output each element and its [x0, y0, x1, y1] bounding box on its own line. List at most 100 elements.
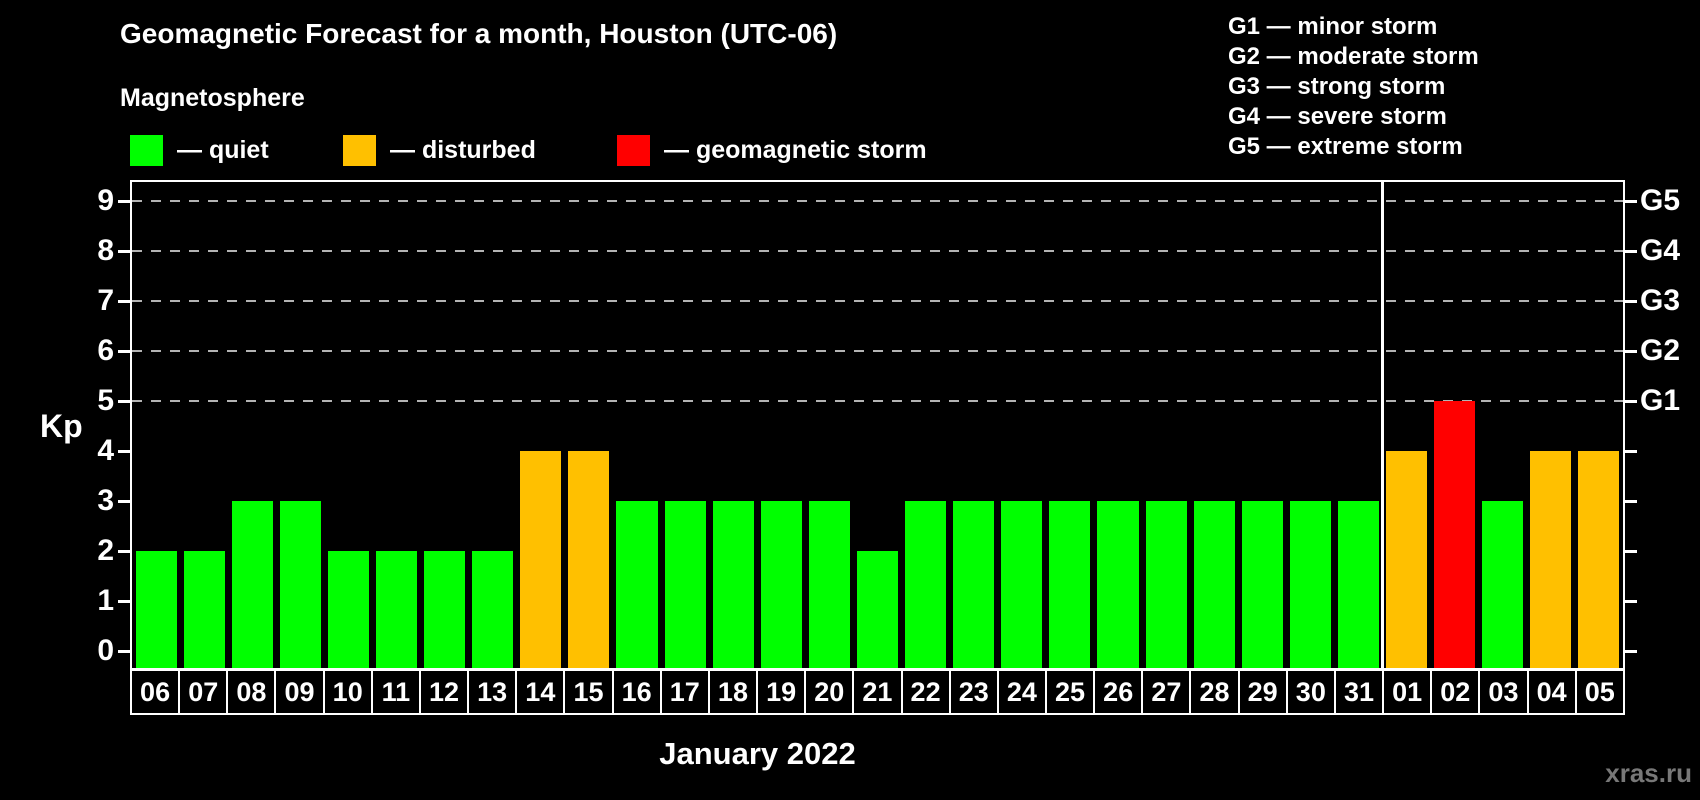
y-axis-tick-left	[118, 499, 132, 503]
kp-bar-day-22	[905, 501, 947, 668]
day-label-31: 31	[1336, 671, 1385, 713]
kp-bar-day-28	[1193, 501, 1235, 668]
disturbed-color-swatch	[343, 135, 376, 166]
y-axis-tick-left	[118, 299, 132, 303]
g-scale-label-G2: G2	[1640, 334, 1681, 367]
g-scale-label-G4: G4	[1640, 234, 1681, 267]
grid-line-kp8	[132, 250, 1623, 252]
day-label-21: 21	[854, 671, 903, 713]
day-label-15: 15	[565, 671, 614, 713]
legend-item-disturbed: — disturbed	[343, 134, 536, 167]
y-axis-tick-right	[1621, 399, 1637, 403]
day-label-18: 18	[710, 671, 759, 713]
y-axis-tick-left	[118, 549, 132, 553]
kp-bar-day-17	[664, 501, 706, 668]
y-tick-label-1: 1	[97, 584, 114, 617]
storm-scale-legend-line: G3 — strong storm	[1228, 73, 1446, 100]
storm-scale-legend-line: G4 — severe storm	[1228, 103, 1447, 130]
y-axis-tick-left	[118, 599, 132, 603]
y-axis-tick-right	[1621, 349, 1637, 353]
y-axis-tick-right	[1621, 649, 1637, 653]
kp-bar-day-02	[1434, 401, 1476, 668]
storm-scale-legend-line: G5 — extreme storm	[1228, 133, 1463, 160]
g-scale-label-G1: G1	[1640, 384, 1681, 417]
storm-scale-legend-line: G2 — moderate storm	[1228, 43, 1479, 70]
day-label-23: 23	[951, 671, 999, 713]
kp-bar-day-20	[808, 501, 850, 668]
legend-item-label: — geomagnetic storm	[664, 136, 927, 164]
day-label-24: 24	[999, 671, 1047, 713]
y-axis-tick-right	[1621, 449, 1637, 453]
chart-subtitle: Magnetosphere	[120, 84, 305, 112]
kp-bar-day-29	[1241, 501, 1283, 668]
storm-scale-legend: G1 — minor storm G2 — moderate storm G3 — …	[1228, 12, 1479, 162]
day-label-22: 22	[903, 671, 951, 713]
y-axis-tick-left	[118, 249, 132, 253]
day-label-02: 02	[1432, 671, 1481, 713]
y-axis-tick-right	[1621, 599, 1637, 603]
kp-bar-day-21	[856, 551, 899, 668]
day-label-25: 25	[1047, 671, 1096, 713]
kp-bar-day-27	[1145, 501, 1187, 668]
day-label-04: 04	[1529, 671, 1577, 713]
grid-line-kp9	[132, 200, 1623, 202]
grid-line-kp6	[132, 350, 1623, 352]
y-tick-label-8: 8	[97, 234, 114, 267]
grid-line-kp7	[132, 300, 1623, 302]
day-label-10: 10	[325, 671, 373, 713]
y-tick-label-5: 5	[97, 384, 114, 417]
day-label-14: 14	[517, 671, 566, 713]
kp-bar-day-24	[1001, 501, 1043, 668]
kp-bar-day-25	[1049, 501, 1091, 668]
legend-item-quiet: — quiet	[130, 134, 269, 167]
kp-bar-day-13	[472, 551, 514, 668]
y-axis-tick-right	[1621, 299, 1637, 303]
y-tick-label-7: 7	[97, 284, 114, 317]
storm-color-swatch	[617, 135, 650, 166]
day-label-07: 07	[180, 671, 229, 713]
kp-bar-day-26	[1097, 501, 1139, 668]
day-label-17: 17	[662, 671, 710, 713]
storm-scale-legend-line: G1 — minor storm	[1228, 13, 1438, 40]
day-label-09: 09	[276, 671, 325, 713]
y-axis-tick-right	[1621, 499, 1637, 503]
day-label-29: 29	[1240, 671, 1288, 713]
day-label-27: 27	[1143, 671, 1192, 713]
kp-bar-day-15	[568, 451, 610, 668]
kp-bar-day-09	[279, 501, 321, 668]
day-label-20: 20	[806, 671, 855, 713]
day-label-19: 19	[758, 671, 807, 713]
day-label-11: 11	[373, 671, 421, 713]
chart-title: Geomagnetic Forecast for a month, Housto…	[120, 18, 838, 49]
quiet-color-swatch	[130, 135, 163, 166]
kp-bar-day-18	[712, 501, 754, 668]
day-label-28: 28	[1191, 671, 1240, 713]
kp-bar-day-10	[327, 551, 369, 668]
kp-bar-day-16	[616, 501, 658, 668]
legend-item-storm: — geomagnetic storm	[617, 134, 927, 167]
day-label-16: 16	[614, 671, 662, 713]
kp-bar-day-06	[135, 551, 177, 668]
y-tick-label-9: 9	[97, 184, 114, 217]
day-label-30: 30	[1288, 671, 1336, 713]
kp-bar-day-31	[1337, 501, 1379, 668]
y-axis-tick-left	[118, 649, 132, 653]
y-axis-tick-left	[118, 399, 132, 403]
y-axis-tick-left	[118, 199, 132, 203]
y-tick-label-6: 6	[97, 334, 114, 367]
y-tick-label-0: 0	[97, 634, 114, 667]
day-label-12: 12	[421, 671, 470, 713]
day-label-13: 13	[469, 671, 518, 713]
kp-bar-day-08	[231, 501, 273, 668]
grid-line-kp5	[132, 400, 1623, 402]
day-label-01: 01	[1384, 671, 1433, 713]
legend-item-label: — quiet	[177, 136, 269, 164]
kp-bar-day-14	[520, 451, 562, 668]
x-axis-title: January 2022	[659, 736, 856, 771]
kp-bar-day-03	[1482, 501, 1524, 668]
kp-bar-day-04	[1530, 451, 1572, 668]
legend-item-label: — disturbed	[390, 136, 536, 164]
day-label-row: 06 07 08 09 10 11 12 13 14 15 16 17 18 19 20 21 22 23 24 25…	[130, 669, 1625, 715]
y-tick-label-2: 2	[97, 534, 114, 567]
